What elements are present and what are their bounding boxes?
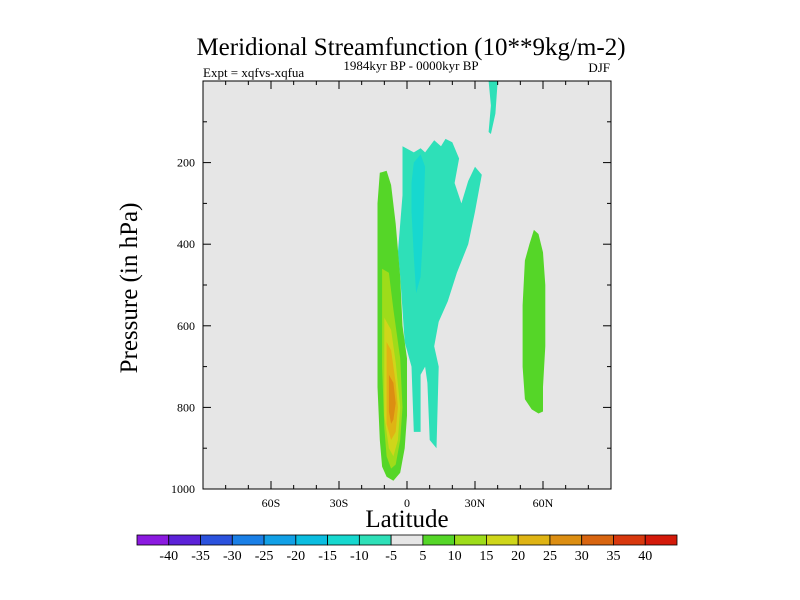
colorbar-label: 5 [419, 549, 426, 564]
colorbar-box [136, 534, 170, 546]
colorbar-box [517, 534, 551, 546]
contour-region-1 [411, 154, 426, 294]
colorbar-label: -35 [191, 549, 210, 564]
colorbar-label: 30 [575, 549, 589, 564]
colorbar-label: 20 [511, 549, 525, 564]
x-axis-label: Latitude [365, 506, 448, 533]
colorbar-box [454, 534, 487, 546]
contour-regions [377, 81, 546, 481]
colorbar-box [327, 534, 360, 546]
y-tick-label: 200 [177, 156, 195, 170]
colorbar-box [644, 534, 678, 546]
colorbar-box [295, 534, 328, 546]
colorbar-box [200, 534, 233, 546]
colorbar-box [581, 534, 614, 546]
colorbar-box [263, 534, 297, 546]
colorbar-label: -20 [286, 549, 305, 564]
y-tick-label: 800 [177, 400, 195, 414]
y-tick-label: 1000 [171, 482, 195, 496]
colorbar-box [422, 534, 456, 546]
x-tick-label: 60S [262, 496, 281, 510]
axis-ticks: 60S 30S 0 30N 60N 200 400 600 800 1000 [171, 81, 611, 510]
colorbar-label: -15 [318, 549, 337, 564]
contour-region-8 [488, 81, 498, 134]
colorbar-label: 15 [479, 549, 493, 564]
colorbar-label: 40 [638, 549, 652, 564]
colorbar-box [486, 534, 519, 546]
colorbar-box [168, 534, 201, 546]
colorbar-label: -40 [159, 549, 178, 564]
contour-region-6 [388, 374, 396, 424]
x-tick-label: 60N [533, 496, 554, 510]
right-string: DJF [588, 60, 610, 75]
colorbar-box [613, 534, 646, 546]
x-tick-label: 0 [404, 496, 410, 510]
colorbar-box [549, 534, 583, 546]
colorbar: -40 -35 -30 -25 -20 -15 -10 -5 5 10 15 20 25 30 35 40 [136, 534, 678, 564]
colorbar-label: -5 [385, 549, 397, 564]
y-tick-label: 400 [177, 237, 195, 251]
colorbar-label: -25 [255, 549, 274, 564]
colorbar-label: -30 [223, 549, 242, 564]
plot-area: 60S 30S 0 30N 60N 200 400 600 800 1000 [171, 80, 612, 510]
colorbar-label: 35 [606, 549, 620, 564]
colorbar-label: 10 [448, 549, 462, 564]
left-string: Expt = xqfvs-xqfua [203, 65, 304, 80]
colorbar-label: -10 [350, 549, 369, 564]
colorbar-box [390, 534, 424, 546]
y-tick-label: 600 [177, 319, 195, 333]
chart-title: Meridional Streamfunction (10**9kg/m-2) [196, 34, 625, 61]
y-axis-label: Pressure (in hPa) [116, 203, 143, 374]
x-tick-label: 30S [330, 496, 349, 510]
colorbar-label: 25 [543, 549, 557, 564]
x-tick-label: 30N [465, 496, 486, 510]
colorbar-box [231, 534, 265, 546]
colorbar-box [358, 534, 392, 546]
center-string: 1984kyr BP - 0000kyr BP [343, 58, 478, 73]
contour-region-7 [522, 229, 546, 414]
